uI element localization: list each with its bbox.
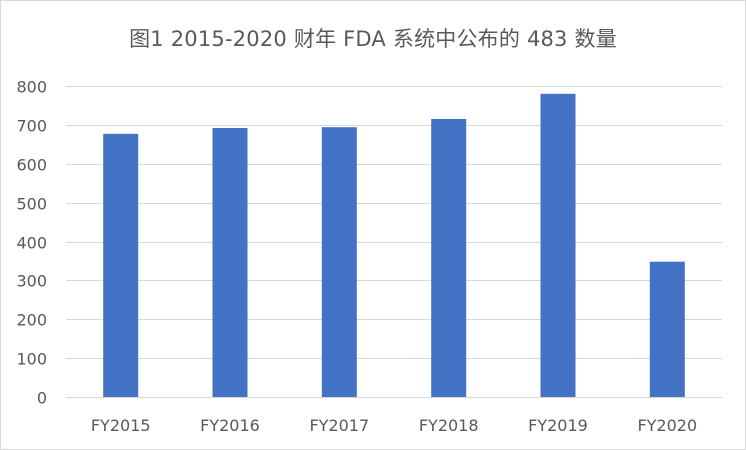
x-category-label: FY2017 [309, 416, 369, 435]
y-axis-tick-labels: 0 100 200 300 400 500 600 700 800 [16, 78, 47, 408]
bar-fy2020 [649, 261, 685, 397]
x-category-label: FY2019 [528, 416, 588, 435]
chart-title: 图1 2015-2020 财年 FDA 系统中公布的 483 数量 [129, 27, 617, 51]
bars [103, 93, 685, 398]
gridlines [66, 86, 722, 398]
bar-fy2017 [321, 127, 357, 397]
y-tick-label: 300 [16, 272, 47, 291]
y-tick-label: 500 [16, 195, 47, 214]
y-tick-label: 200 [16, 311, 47, 330]
y-tick-label: 400 [16, 234, 47, 253]
y-tick-label: 800 [16, 78, 47, 97]
x-category-label: FY2015 [91, 416, 151, 435]
x-axis-category-labels: FY2015 FY2016 FY2017 FY2018 FY2019 FY2020 [91, 416, 697, 435]
bar-fy2019 [540, 93, 576, 398]
y-tick-label: 0 [37, 389, 47, 408]
bar-fy2018 [431, 119, 467, 397]
y-tick-label: 600 [16, 156, 47, 175]
x-category-label: FY2016 [200, 416, 260, 435]
bar-fy2016 [212, 128, 248, 397]
bar-fy2015 [103, 133, 139, 398]
y-tick-label: 700 [16, 117, 47, 136]
y-tick-label: 100 [16, 350, 47, 369]
x-category-label: FY2018 [419, 416, 479, 435]
x-category-label: FY2020 [637, 416, 697, 435]
